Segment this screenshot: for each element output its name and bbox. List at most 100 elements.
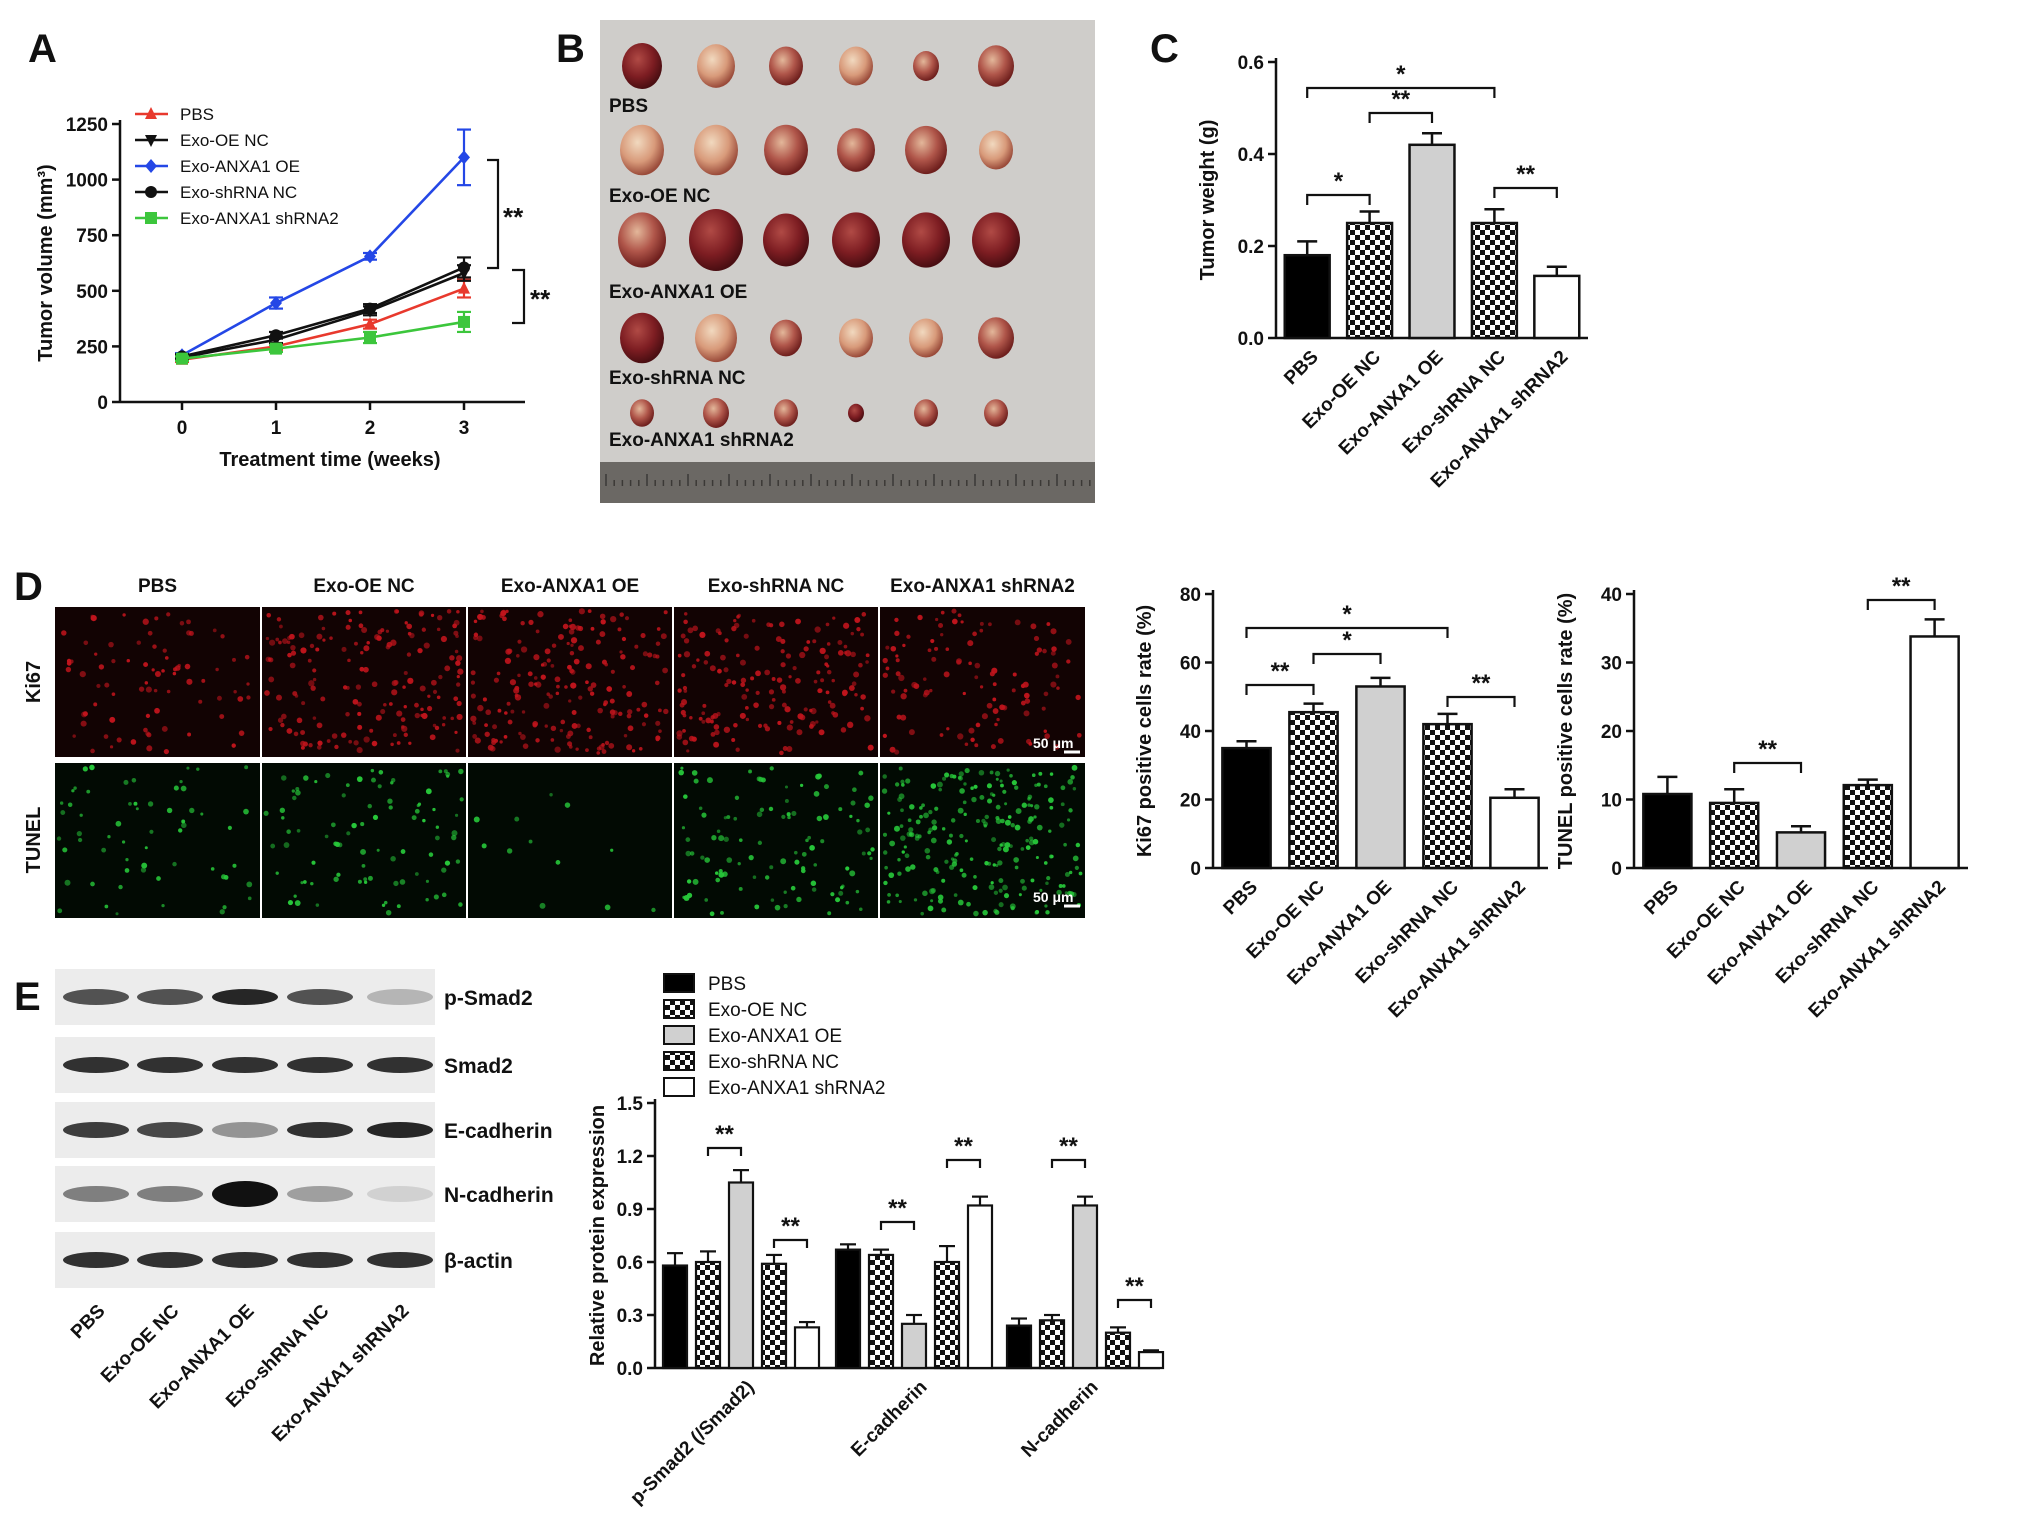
ki67-signal	[771, 697, 776, 702]
tunel-signal	[351, 822, 357, 829]
ki67-signal	[400, 725, 405, 729]
tunel-signal	[783, 890, 787, 894]
ki67-signal	[342, 685, 348, 690]
ki67-signal	[994, 722, 998, 727]
ki67-signal	[824, 654, 829, 660]
ki67-signal	[655, 737, 660, 742]
ki67-signal	[568, 628, 575, 635]
tunel-signal	[998, 902, 1004, 908]
tumor	[978, 45, 1014, 87]
ki67-signal	[565, 734, 571, 739]
tunel-signal	[970, 786, 974, 790]
ki67-signal	[974, 662, 981, 669]
ki67-signal	[641, 701, 648, 708]
ki67-signal	[357, 711, 362, 717]
significance-bracket	[487, 158, 500, 270]
bar	[1642, 792, 1693, 870]
tunel-signal	[881, 788, 888, 794]
ki67-signal	[414, 712, 421, 719]
ki67-signal	[491, 737, 496, 743]
tunel-signal	[978, 769, 985, 776]
category-label: PBS	[1280, 347, 1322, 389]
ki67-signal	[745, 688, 749, 692]
tunel-signal	[179, 779, 183, 784]
ki67-signal	[895, 658, 900, 663]
y-axis-label: Relative protein expression	[587, 1105, 609, 1366]
tunel-signal	[889, 840, 896, 847]
ki67-signal	[546, 692, 551, 696]
ki67-signal	[652, 653, 658, 659]
tunel-signal	[925, 854, 931, 860]
tunel-signal	[838, 890, 844, 896]
ki67-signal	[406, 623, 413, 630]
tunel-signal	[993, 908, 998, 914]
tunel-signal	[1034, 783, 1038, 787]
tunel-signal	[887, 811, 891, 815]
ki67-signal	[444, 665, 451, 672]
ki67-signal	[979, 621, 984, 626]
ki67-signal	[590, 626, 595, 631]
ki67-signal	[109, 745, 114, 749]
ki67-signal	[712, 713, 719, 719]
ki67-signal	[111, 658, 116, 664]
ki67-signal	[162, 648, 167, 653]
ki67-signal	[885, 645, 890, 650]
tunel-signal	[378, 769, 384, 775]
tunel-signal	[756, 811, 763, 818]
tunel-signal	[473, 816, 480, 823]
ki67-signal	[238, 730, 245, 736]
blot-band	[212, 1057, 278, 1073]
tunel-signal	[899, 824, 904, 828]
ki67-signal	[571, 723, 578, 729]
ki67-signal	[286, 728, 293, 734]
tunel-signal	[770, 898, 775, 902]
ki67-signal	[599, 613, 606, 620]
significance-label: **	[1125, 1273, 1144, 1300]
y-tick-label: 40	[1601, 585, 1622, 606]
tunel-signal	[166, 807, 173, 814]
ki67-signal	[111, 692, 116, 696]
tunel-signal	[300, 881, 304, 885]
tunel-signal	[1058, 884, 1063, 889]
x-tick-label: 0	[177, 418, 188, 439]
ki67-signal	[164, 656, 169, 660]
bar	[1221, 746, 1272, 870]
ki67-signal	[130, 739, 137, 745]
ki67-signal	[795, 677, 801, 684]
tunel-signal	[963, 782, 967, 786]
ki67-signal	[703, 660, 709, 665]
ki67-signal	[990, 744, 996, 750]
tunel-signal	[387, 798, 393, 804]
ki67-signal	[564, 685, 568, 689]
ki67-signal	[771, 677, 776, 681]
ki67-signal	[622, 684, 626, 689]
tunel-signal	[341, 793, 346, 798]
ki67-signal	[788, 675, 792, 679]
ki67-signal	[714, 729, 720, 736]
panel-letter-a: A	[28, 27, 57, 71]
ki67-signal	[654, 680, 660, 686]
tunel-signal	[1028, 839, 1035, 846]
ki67-signal	[585, 680, 589, 685]
tunel-signal	[971, 796, 977, 803]
tunel-signal	[931, 819, 937, 825]
ki67-signal	[420, 713, 424, 718]
tunel-signal	[930, 899, 934, 903]
tumor-volume-line-chart: 0 250 500 750 1000 1250 0 1 2 3 Treatment time (we…	[35, 105, 551, 471]
tunel-signal	[838, 807, 843, 812]
tunel-signal	[1004, 842, 1011, 848]
ki67-signal	[476, 635, 483, 642]
legend-swatch	[663, 1077, 695, 1097]
significance-label: **	[1516, 161, 1535, 188]
tunel-signal	[682, 895, 686, 900]
blot-band	[367, 1122, 433, 1138]
legend-label: Exo-ANXA1 shRNA2	[708, 1078, 885, 1099]
ki67-signal	[776, 677, 783, 683]
ki67-signal	[979, 685, 984, 689]
ki67-signal	[620, 654, 626, 660]
ruler	[600, 462, 1095, 503]
ki67-signal	[358, 610, 363, 615]
tunel-signal	[121, 840, 126, 844]
marker-square	[458, 315, 470, 328]
y-tick-label: 0.3	[617, 1306, 643, 1327]
